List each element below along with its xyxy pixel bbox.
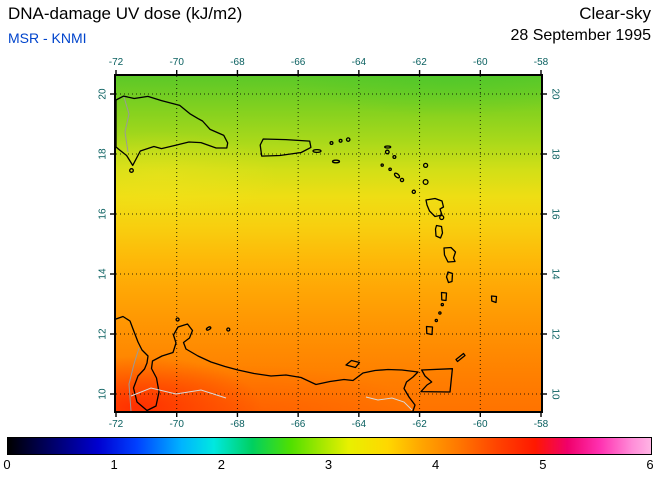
- tick-label: 1: [110, 457, 118, 472]
- dominica-coastline: [434, 224, 444, 239]
- trinidad-coastline: [420, 368, 454, 393]
- tick-label: -68: [230, 419, 245, 430]
- st-croix-island: [331, 159, 341, 164]
- lat-axis-left: 20 18 16 14 12 10: [95, 88, 111, 399]
- tick-label: 12: [97, 328, 109, 340]
- st-kitts-island: [393, 172, 401, 179]
- st-vincent-coastline: [440, 291, 448, 302]
- colombia-venezuela-border: [128, 347, 140, 412]
- tick-label: -72: [108, 57, 124, 68]
- river-line: [365, 396, 413, 411]
- tick-label: -60: [473, 57, 488, 68]
- page-title: DNA-damage UV dose (kJ/m2): [8, 4, 243, 23]
- tick-label: -70: [169, 419, 184, 430]
- source-label: MSR - KNMI: [8, 30, 87, 46]
- tick-label: 10: [549, 388, 561, 400]
- anguilla-island: [384, 145, 392, 149]
- tick-label: 10: [97, 388, 109, 400]
- tobago-coastline: [455, 352, 466, 363]
- tick-label: -58: [533, 57, 549, 68]
- tick-label: 6: [646, 457, 654, 472]
- venezuela-coastline: [115, 315, 419, 412]
- st-martin-island: [384, 149, 390, 155]
- tick-label: 18: [549, 148, 561, 160]
- grenada-coastline: [425, 325, 434, 336]
- barbuda-island: [422, 162, 429, 169]
- tick-label: 14: [97, 268, 109, 280]
- tick-label: 18: [97, 148, 109, 160]
- bonaire-island: [226, 327, 231, 332]
- colorbar: [7, 437, 652, 455]
- tick-label: -62: [412, 419, 427, 430]
- island-dot: [345, 137, 351, 142]
- nevis-island: [399, 177, 405, 183]
- montserrat-island: [411, 189, 417, 195]
- island-dot: [380, 163, 384, 167]
- island-dot: [434, 318, 439, 323]
- barbados-coastline: [490, 295, 498, 304]
- lat-axis-right: 20 18 16 14 12 10: [547, 88, 563, 399]
- lon-axis-bottom: -72 -70 -68 -66 -64 -62 -60 -58: [109, 418, 548, 432]
- island-dot: [329, 140, 334, 146]
- axis-tick-marks: [110, 70, 547, 417]
- sky-condition-label: Clear-sky: [579, 4, 651, 23]
- uv-dose-field: [116, 76, 541, 411]
- date-label: 28 September 1995: [510, 27, 651, 44]
- antigua-island: [422, 178, 429, 186]
- tick-label: -64: [351, 419, 367, 430]
- tick-label: 16: [97, 208, 109, 220]
- tick-label: 20: [97, 88, 109, 100]
- vieques-island: [312, 148, 322, 154]
- tick-label: -64: [351, 57, 367, 68]
- island-dot: [338, 138, 343, 143]
- island-dot: [440, 302, 445, 307]
- hispaniola-coastline: [115, 95, 229, 167]
- tick-label: 3: [324, 457, 333, 472]
- haiti-dr-border: [123, 96, 130, 153]
- uv-dose-heatmap: [110, 70, 547, 417]
- puerto-rico-coastline: [259, 138, 312, 157]
- tick-label: 16: [549, 208, 561, 220]
- st-lucia-coastline: [445, 271, 454, 284]
- coastlines: [115, 95, 498, 412]
- margarita-island: [345, 359, 361, 369]
- marie-galante-island: [439, 214, 445, 221]
- river-line: [130, 387, 227, 399]
- tick-label: 14: [549, 268, 561, 280]
- map-overlay-svg: [110, 70, 547, 417]
- island-dot: [388, 167, 392, 172]
- tick-label: 4: [432, 457, 440, 472]
- island-dot: [392, 154, 397, 160]
- curacao-island: [205, 326, 212, 331]
- guadeloupe-coastline: [425, 197, 445, 218]
- tick-label: -72: [108, 419, 124, 430]
- tick-label: -66: [290, 57, 306, 68]
- tick-label: 20: [549, 88, 561, 100]
- beata-island: [129, 168, 134, 173]
- country-borders: [123, 96, 413, 412]
- tick-label: 0: [3, 457, 11, 472]
- tick-label: -68: [230, 57, 245, 68]
- tick-label: -60: [473, 419, 488, 430]
- island-dot: [438, 311, 442, 315]
- lon-axis-top: -72 -70 -68 -66 -64 -62 -60 -58: [109, 56, 548, 70]
- tick-label: 12: [549, 328, 561, 340]
- aruba-island: [175, 317, 180, 322]
- tick-label: -62: [412, 57, 427, 68]
- tick-label: 5: [539, 457, 547, 472]
- graticule-grid-lines: [116, 76, 541, 411]
- tick-label: 2: [217, 457, 225, 472]
- tick-label: -70: [169, 57, 184, 68]
- tick-label: -58: [533, 419, 549, 430]
- tick-label: -66: [290, 419, 306, 430]
- colorbar-tick-labels: 0 1 2 3 4 5 6: [3, 457, 654, 472]
- martinique-coastline: [443, 246, 457, 263]
